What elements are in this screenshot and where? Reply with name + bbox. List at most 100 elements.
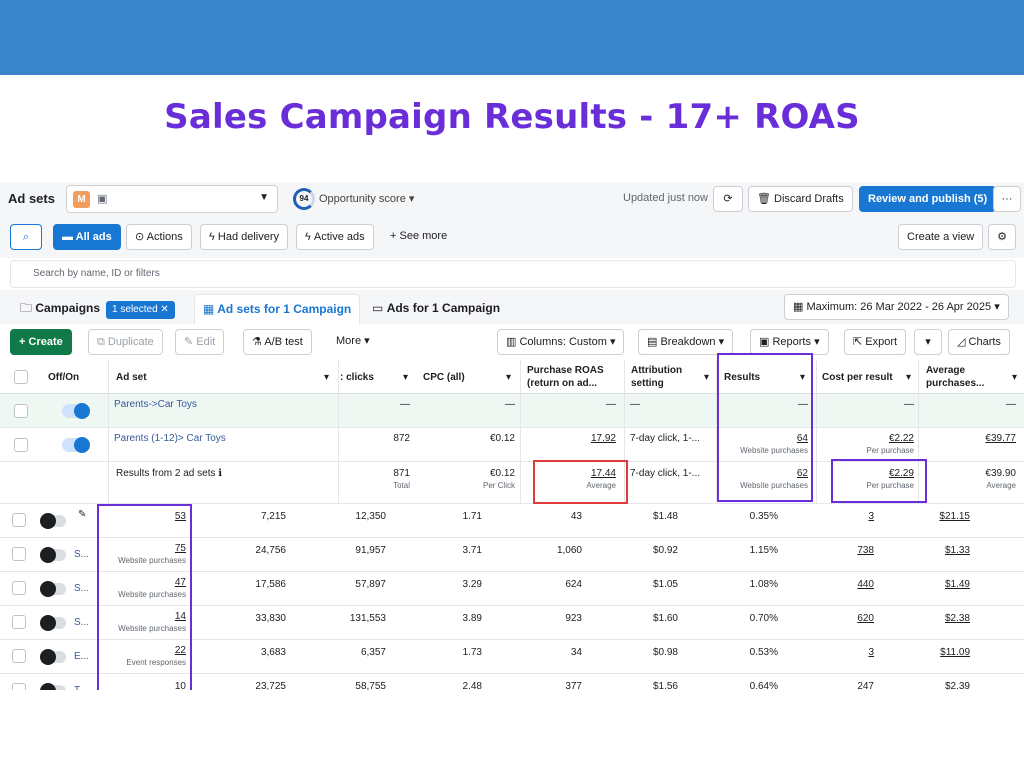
row-toggle[interactable] [62,403,90,419]
adset-name[interactable]: S... [74,549,90,560]
cell-results[interactable]: 75 Website purchases [100,543,186,565]
header-clicks[interactable]: : clicks [340,372,374,383]
cell-results[interactable]: 14 Website purchases [100,611,186,633]
cell-c8[interactable]: $2.38 [944,613,970,624]
cell-results[interactable]: 47 Website purchases [100,577,186,599]
header-results[interactable]: Results [724,372,761,383]
tab-campaigns[interactable]: 🗀 Campaigns 1 selected ✕ [12,294,183,324]
export-dropdown[interactable]: ▾ [914,329,942,355]
discard-drafts-button[interactable]: 🗑 Discard Drafts [748,186,853,212]
edit-button[interactable]: ✎ Edit [175,329,225,355]
table-row[interactable]: S... 47 Website purchases 17,586 57,897 3.29 6… [0,572,1024,606]
cell-avg[interactable]: €39.77 [985,433,1016,444]
table-row[interactable]: T... 10 23,725 58,755 2.48 377 $1.56 0.64% 247 $2… [0,674,1024,690]
active-ads-filter[interactable]: ϟ Active ads [296,224,374,250]
adset-name[interactable]: Parents->Car Toys [114,399,197,410]
edit-label: Edit [196,336,216,348]
cell-cost[interactable]: €2.22 Per purchase [818,433,914,455]
adset-name[interactable]: Parents (1-12)> Car Toys [114,433,226,444]
header-cost[interactable]: Cost per result [822,372,893,383]
row-toggle[interactable] [40,649,66,665]
all-ads-filter[interactable]: ▬ All ads [53,224,121,250]
search-button[interactable]: ⌕ [10,224,42,250]
search-input[interactable]: Search by name, ID or filters [10,260,1016,288]
actions-filter[interactable]: ⊙ Actions [126,224,192,250]
cell-c7[interactable]: 738 [857,545,874,556]
calendar-icon: ▦ [793,301,804,313]
header-ad-set[interactable]: Ad set [116,372,147,383]
header-cpc[interactable]: CPC (all) [423,372,465,383]
header-avg[interactable]: Average purchases... [926,364,984,390]
pencil-icon[interactable]: ✎ [78,509,87,520]
more-options-button[interactable]: ··· [993,186,1021,212]
row-checkbox[interactable] [12,513,26,527]
table-row[interactable]: S... 14 Website purchases 33,830 131,553 3.89… [0,606,1024,640]
filter-settings-button[interactable]: ⚙ [988,224,1016,250]
table-row[interactable]: E... 22 Event responses 3,683 6,357 1.73 34 $0.… [0,640,1024,674]
row-toggle[interactable] [40,547,66,563]
cell-c7[interactable]: 3 [868,511,874,522]
columns-button[interactable]: ▥ Columns: Custom ▾ [497,329,625,355]
row-checkbox[interactable] [12,683,26,690]
table-row[interactable]: Parents->Car Toys — — — — — — — [0,394,1024,428]
tab-adsets[interactable]: ▦ Ad sets for 1 Campaign [194,294,360,324]
row-toggle[interactable] [62,437,90,453]
export-icon: ⇱ [853,336,863,348]
tab-ads[interactable]: ▭ Ads for 1 Campaign [364,294,508,324]
breakdown-button[interactable]: ▤ Breakdown ▾ [638,329,734,355]
charts-button[interactable]: ◿ Charts [948,329,1010,355]
table-row[interactable]: ✎ 53 7,215 12,350 1.71 43 $1.48 0.35% 3 $21.15 [0,504,1024,538]
cell-c8[interactable]: $21.15 [939,511,970,522]
cell-c7[interactable]: 620 [857,613,874,624]
cell-c7[interactable]: 3 [868,647,874,658]
see-more-button[interactable]: + See more [382,224,455,250]
cell-c7[interactable]: 440 [857,579,874,590]
selected-chip[interactable]: 1 selected ✕ [106,301,175,319]
cell-c7[interactable]: 247 [857,681,874,690]
cell-results[interactable]: 22 Event responses [100,645,186,667]
opportunity-score[interactable]: 94 Opportunity score ▾ [293,188,414,212]
row-toggle[interactable] [40,615,66,631]
row-toggle[interactable] [40,581,66,597]
row-checkbox[interactable] [14,438,28,452]
ab-test-button[interactable]: ⚗ A/B test [243,329,312,355]
row-checkbox[interactable] [12,547,26,561]
date-range-picker[interactable]: ▦ Maximum: 26 Mar 2022 - 26 Apr 2025 ▾ [784,294,1009,320]
table-row[interactable]: Parents (1-12)> Car Toys 872 €0.12 17.92… [0,428,1024,462]
export-button[interactable]: ⇱ Export [844,329,907,355]
cell-results[interactable]: 64 Website purchases [720,433,808,455]
had-delivery-filter[interactable]: ϟ Had delivery [200,224,289,250]
header-attribution[interactable]: Attribution setting [631,364,682,390]
adset-name[interactable]: S... [74,617,90,628]
adset-name[interactable]: S... [74,583,90,594]
cell-attr: — [630,399,640,410]
actions-label: Actions [146,231,183,243]
cell-results[interactable]: 53 [100,511,186,522]
cell-c8[interactable]: $2.39 [944,681,970,690]
adset-name[interactable]: T... [74,685,87,690]
account-selector[interactable]: M ▣ ▼ [66,185,278,213]
adset-name[interactable]: E... [74,651,90,662]
select-all-checkbox[interactable] [14,370,28,384]
header-attr-line2: setting [631,378,664,389]
refresh-button[interactable]: ⟳ [713,186,743,212]
row-toggle[interactable] [40,683,66,690]
cell-c8[interactable]: $1.33 [944,545,970,556]
cell-c8[interactable]: $1.49 [944,579,970,590]
row-checkbox[interactable] [12,615,26,629]
row-checkbox[interactable] [12,581,26,595]
header-roas[interactable]: Purchase ROAS (return on ad... [527,364,604,390]
create-button[interactable]: + Create [10,329,72,355]
cell-c8[interactable]: $11.09 [940,647,970,658]
row-toggle[interactable] [40,513,66,529]
create-view-button[interactable]: Create a view [898,224,984,250]
more-button[interactable]: More ▾ [328,329,378,355]
table-row[interactable]: S... 75 Website purchases 24,756 91,957 3.71 1… [0,538,1024,572]
cell-roas[interactable]: 17.92 [590,433,616,444]
row-checkbox[interactable] [12,649,26,663]
review-publish-button[interactable]: Review and publish (5) [859,186,997,212]
reports-button[interactable]: ▣ Reports ▾ [750,329,829,355]
duplicate-button[interactable]: ⧉ Duplicate [88,329,163,355]
cell-results[interactable]: 10 [100,681,186,690]
row-checkbox[interactable] [14,404,28,418]
